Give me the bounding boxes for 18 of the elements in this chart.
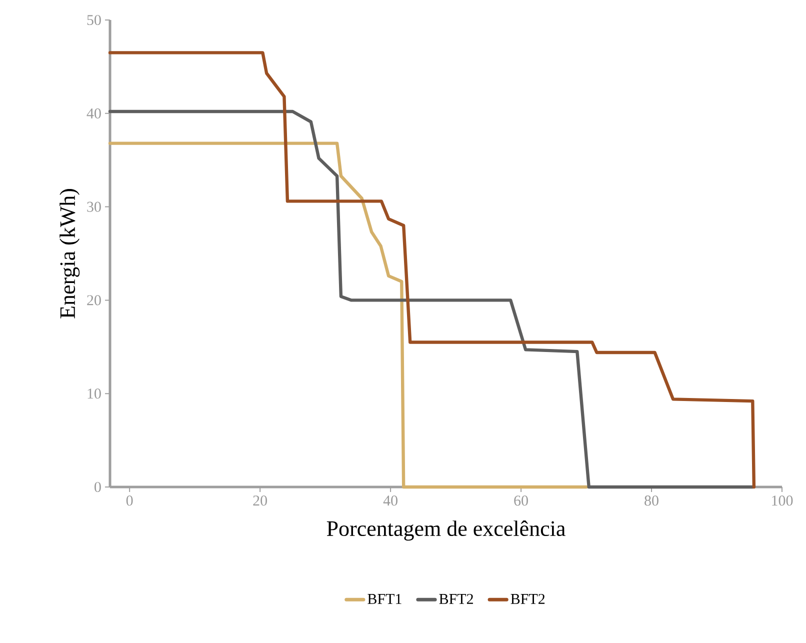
x-tick-label: 40 <box>383 496 398 506</box>
legend-label: BFT2 <box>439 594 473 604</box>
y-tick-label: 30 <box>87 202 101 212</box>
y-tick-label: 10 <box>88 388 101 399</box>
legend-label: BFT1 <box>368 594 402 604</box>
y-tick-label: 0 <box>94 482 101 492</box>
x-axis-title: Porcentagem de excelência <box>326 520 566 541</box>
x-tick-label: 60 <box>514 496 528 506</box>
y-tick-label: 40 <box>86 108 101 118</box>
x-tick-label: 0 <box>126 496 133 506</box>
y-axis-title: Energia (kWh) <box>60 189 80 318</box>
y-tick-label: 50 <box>87 14 101 26</box>
x-tick-label: 80 <box>644 496 658 506</box>
x-tick-label: 100 <box>772 496 793 506</box>
y-tick-label: 20 <box>87 295 101 306</box>
x-tick-label: 20 <box>253 496 267 506</box>
legend-label: BFT2 <box>510 594 545 604</box>
line-series <box>108 142 588 489</box>
